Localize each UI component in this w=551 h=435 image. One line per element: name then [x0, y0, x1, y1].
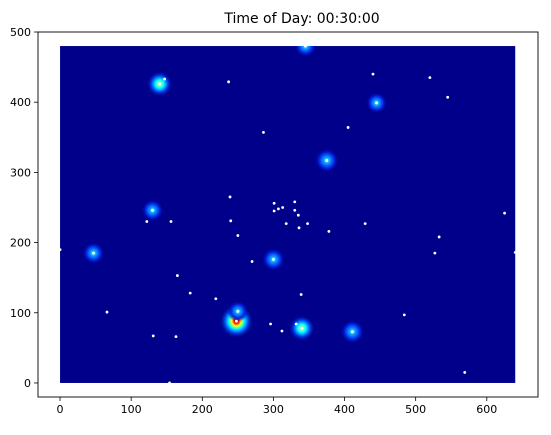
- data-point: [293, 208, 297, 212]
- data-point: [300, 326, 304, 330]
- data-point: [446, 95, 450, 99]
- data-point: [304, 44, 307, 48]
- data-point: [188, 291, 192, 295]
- data-point: [228, 195, 232, 199]
- data-point: [371, 72, 375, 76]
- data-point: [363, 222, 367, 226]
- data-point: [325, 159, 329, 162]
- data-point: [105, 310, 109, 314]
- data-point: [176, 274, 179, 277]
- data-point: [375, 101, 378, 105]
- data-point: [297, 226, 301, 230]
- data-point: [281, 206, 285, 209]
- data-point: [350, 330, 354, 334]
- data-point: [272, 258, 275, 261]
- point-layer: [58, 44, 517, 385]
- data-point: [229, 219, 233, 223]
- data-point: [503, 211, 506, 215]
- y-axis: 0 100 200 300 400 500: [10, 26, 38, 390]
- data-point: [236, 234, 240, 237]
- data-point: [174, 335, 178, 339]
- data-point: [168, 381, 171, 385]
- data-point: [327, 229, 331, 233]
- data-point: [236, 309, 240, 313]
- plot-frame: [37, 31, 539, 398]
- y-tick-label: 500: [10, 26, 31, 39]
- data-point: [158, 82, 162, 86]
- y-tick-label: 400: [10, 96, 31, 109]
- data-point: [437, 235, 441, 239]
- data-point: [276, 207, 280, 211]
- x-tick-label: 600: [476, 403, 497, 416]
- data-point: [280, 329, 284, 333]
- chart-title: Time of Day: 00:30:00: [223, 11, 379, 27]
- data-point: [428, 76, 432, 80]
- data-point: [262, 130, 265, 134]
- data-point: [214, 297, 218, 301]
- x-tick-label: 300: [263, 403, 284, 416]
- data-point: [463, 371, 467, 374]
- x-tick-label: 200: [192, 403, 213, 416]
- x-tick-label: 100: [121, 403, 142, 416]
- data-point: [151, 208, 154, 212]
- data-point: [272, 209, 276, 213]
- data-point: [145, 220, 149, 223]
- heatmap-field: [60, 46, 516, 383]
- data-point: [293, 200, 297, 204]
- data-point: [433, 251, 437, 255]
- y-tick-label: 0: [24, 377, 31, 390]
- data-point: [346, 126, 350, 129]
- data-point: [284, 222, 288, 226]
- data-point: [513, 251, 517, 254]
- data-point: [294, 322, 298, 326]
- data-point: [235, 319, 238, 323]
- y-tick-label: 300: [10, 166, 31, 179]
- data-point: [163, 77, 167, 81]
- heat-hotspot: [294, 46, 317, 58]
- x-tick-label: 0: [57, 403, 64, 416]
- data-point: [151, 334, 155, 338]
- data-point: [227, 80, 231, 84]
- hotspot-layer: [82, 46, 388, 344]
- y-tick-label: 100: [10, 307, 31, 320]
- data-point: [296, 213, 300, 217]
- x-tick-label: 500: [405, 403, 426, 416]
- data-point: [169, 220, 173, 223]
- data-point: [269, 322, 272, 326]
- data-point: [299, 293, 303, 296]
- data-point: [92, 251, 95, 255]
- data-point: [250, 260, 254, 263]
- x-axis: 0 100 200 300 400 500 600: [57, 397, 497, 416]
- data-point: [402, 313, 406, 317]
- data-point: [306, 222, 309, 226]
- data-point: [272, 201, 276, 205]
- data-point: [58, 248, 62, 251]
- y-tick-label: 200: [10, 237, 31, 250]
- x-tick-label: 400: [334, 403, 355, 416]
